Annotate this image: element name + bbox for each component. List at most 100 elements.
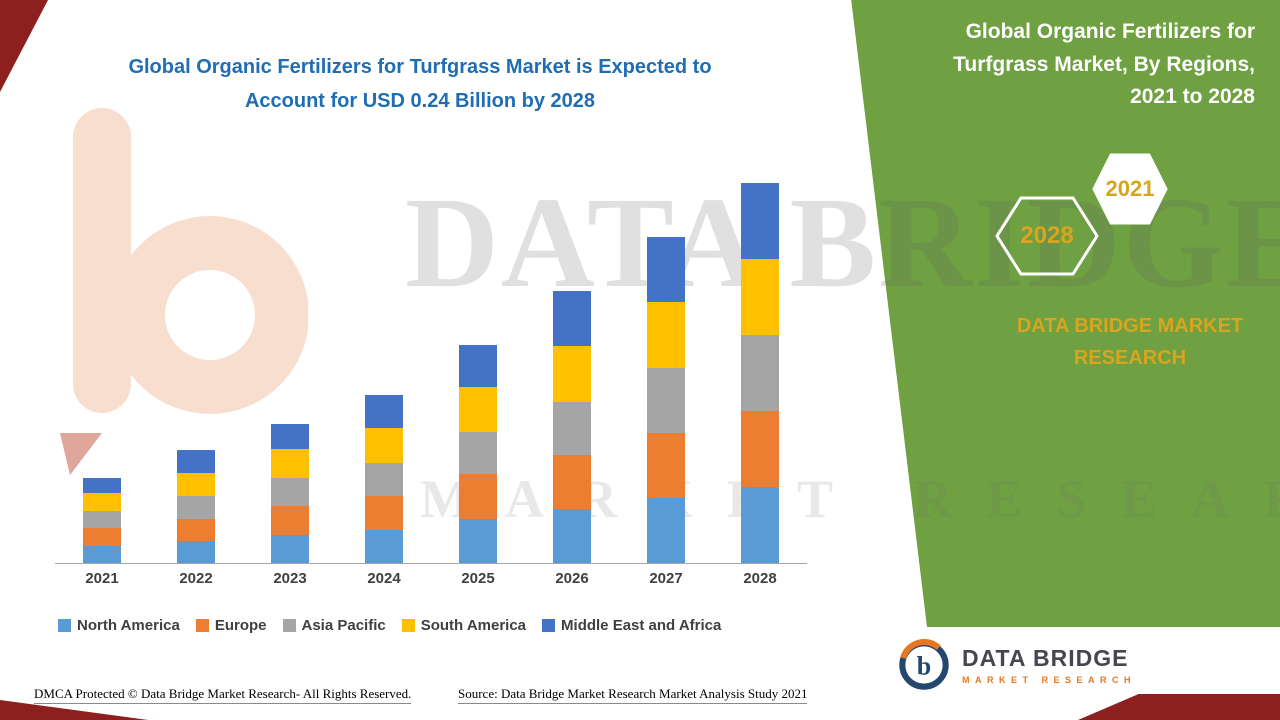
bar-segment-europe bbox=[365, 496, 403, 530]
logo-text-block: DATA BRIDGE MARKET RESEARCH bbox=[962, 645, 1136, 685]
bar-segment-south-america bbox=[271, 449, 309, 478]
bar-column-2021 bbox=[55, 477, 149, 563]
chart-legend: North America Europe Asia Pacific South Ame… bbox=[58, 617, 721, 634]
corner-ribbon-top-left bbox=[0, 0, 48, 92]
bar-segment-south-america bbox=[177, 472, 215, 497]
chart-title: Global Organic Fertilizers for Turfgrass… bbox=[80, 50, 760, 118]
bar-segment-middle-east-and-africa bbox=[177, 450, 215, 473]
bar-column-2022 bbox=[149, 450, 243, 563]
logo-name: DATA BRIDGE bbox=[962, 645, 1129, 671]
bar-stack bbox=[741, 183, 779, 563]
bar-segment-north-america bbox=[553, 509, 591, 563]
bar-segment-middle-east-and-africa bbox=[83, 477, 121, 494]
bar-segment-north-america bbox=[177, 540, 215, 563]
bar-segment-europe bbox=[741, 411, 779, 487]
bar-stack bbox=[647, 236, 685, 563]
bar-segment-north-america bbox=[459, 518, 497, 563]
x-axis-label-2024: 2024 bbox=[367, 570, 401, 587]
hexagon-2028-label: 2028 bbox=[1020, 222, 1074, 249]
bar-segment-south-america bbox=[553, 346, 591, 402]
legend-item-north-america: North America bbox=[58, 617, 180, 634]
side-panel-title: Global Organic Fertilizers for Turfgrass… bbox=[895, 16, 1255, 114]
legend-swatch-icon bbox=[282, 619, 296, 632]
bar-segment-middle-east-and-africa bbox=[271, 423, 309, 449]
legend-swatch-icon bbox=[195, 619, 209, 632]
legend-label: South America bbox=[420, 617, 527, 634]
legend-item-south-america: South America bbox=[401, 617, 527, 634]
chart-title-line2: Account for USD 0.24 Billion by 2028 bbox=[244, 90, 596, 112]
bar-stack bbox=[83, 477, 121, 563]
bar-segment-europe bbox=[177, 518, 215, 541]
x-axis-label-2027: 2027 bbox=[649, 570, 683, 587]
bar-column-2025 bbox=[431, 344, 525, 563]
bar-stack bbox=[177, 450, 215, 563]
bar-segment-asia-pacific bbox=[365, 463, 403, 497]
bar-segment-middle-east-and-africa bbox=[553, 290, 591, 347]
legend-swatch-icon bbox=[58, 619, 71, 632]
bar-segment-south-america bbox=[83, 493, 121, 511]
x-axis-label-2028: 2028 bbox=[743, 570, 777, 587]
hexagon-filled-icon bbox=[1092, 153, 1168, 225]
bar-stack bbox=[553, 290, 591, 563]
bar-segment-middle-east-and-africa bbox=[459, 344, 497, 388]
bar-segment-north-america bbox=[741, 487, 779, 563]
data-bridge-logo-icon: b bbox=[899, 639, 949, 690]
footer-dmca-text: DMCA Protected © Data Bridge Market Rese… bbox=[34, 686, 412, 704]
bar-segment-south-america bbox=[459, 387, 497, 432]
legend-item-middle-east-and-africa: Middle East and Africa bbox=[542, 617, 721, 634]
bar-segment-asia-pacific bbox=[553, 401, 591, 456]
chart-title-line1: Global Organic Fertilizers for Turfgrass… bbox=[128, 56, 712, 78]
bar-segment-europe bbox=[647, 433, 685, 499]
bar-segment-south-america bbox=[741, 259, 779, 335]
x-axis-label-2023: 2023 bbox=[273, 570, 307, 587]
hexagon-outline-icon bbox=[995, 196, 1099, 276]
legend-item-europe: Europe bbox=[195, 617, 267, 634]
side-panel-brand-text: DATA BRIDGE MARKET RESEARCH bbox=[1005, 310, 1255, 374]
legend-label: North America bbox=[77, 617, 180, 634]
legend-label: Europe bbox=[214, 617, 267, 634]
bar-segment-europe bbox=[271, 506, 309, 535]
bar-segment-middle-east-and-africa bbox=[647, 236, 685, 302]
bar-segment-north-america bbox=[271, 534, 309, 563]
legend-swatch-icon bbox=[401, 619, 415, 632]
bar-segment-europe bbox=[83, 528, 121, 546]
bar-segment-south-america bbox=[365, 428, 403, 464]
bar-segment-asia-pacific bbox=[271, 477, 309, 506]
svg-text:b: b bbox=[917, 652, 931, 681]
bar-stack bbox=[365, 395, 403, 563]
footer-source-text: Source: Data Bridge Market Research Mark… bbox=[458, 686, 808, 704]
hexagon-2028: 2028 bbox=[995, 196, 1099, 276]
x-axis-labels: 2021 2022 2023 2024 2025 2026 2027 2028 bbox=[55, 570, 807, 587]
brand-text-line1: DATA BRIDGE MARKET bbox=[1016, 315, 1244, 337]
bar-segment-middle-east-and-africa bbox=[741, 183, 779, 259]
bar-segment-north-america bbox=[365, 529, 403, 563]
x-axis-label-2021: 2021 bbox=[85, 570, 119, 587]
bar-segment-asia-pacific bbox=[459, 431, 497, 475]
bar-stack bbox=[271, 423, 309, 563]
bar-stack bbox=[459, 344, 497, 563]
x-axis-label-2026: 2026 bbox=[555, 570, 589, 587]
bar-segment-europe bbox=[553, 455, 591, 510]
bar-segment-europe bbox=[459, 474, 497, 519]
bar-chart bbox=[55, 183, 807, 564]
bar-segment-asia-pacific bbox=[647, 368, 685, 434]
bar-segment-asia-pacific bbox=[177, 496, 215, 519]
side-panel-title-line2: Turfgrass Market, By Regions, bbox=[953, 52, 1255, 76]
x-axis-label-2022: 2022 bbox=[179, 570, 213, 587]
bar-column-2026 bbox=[525, 290, 619, 563]
bar-column-2023 bbox=[243, 423, 337, 563]
bar-segment-asia-pacific bbox=[83, 510, 121, 529]
legend-label: Middle East and Africa bbox=[561, 617, 722, 634]
hexagon-2021-label: 2021 bbox=[1105, 176, 1155, 201]
legend-item-asia-pacific: Asia Pacific bbox=[282, 617, 386, 634]
bar-column-2027 bbox=[619, 236, 713, 563]
legend-label: Asia Pacific bbox=[301, 617, 386, 634]
side-panel-title-line1: Global Organic Fertilizers for bbox=[965, 20, 1255, 43]
legend-swatch-icon bbox=[542, 619, 556, 632]
brand-text-line2: RESEARCH bbox=[1073, 347, 1187, 369]
bar-segment-north-america bbox=[647, 498, 685, 563]
bar-segment-north-america bbox=[83, 545, 121, 563]
bar-column-2024 bbox=[337, 395, 431, 563]
side-panel-title-line3: 2021 to 2028 bbox=[1130, 85, 1255, 109]
logo-area: b DATA BRIDGE MARKET RESEARCH bbox=[880, 627, 1280, 720]
